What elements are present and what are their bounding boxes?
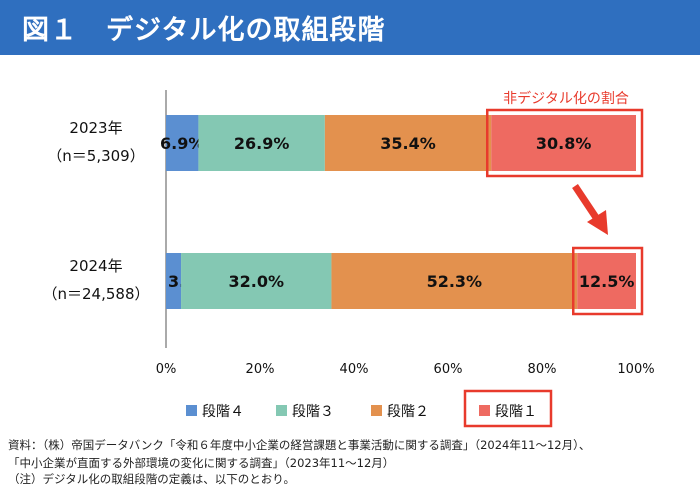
source-line-1: 資料：（株）帝国データバンク「令和６年度中小企業の経営課題と事業活動に関する調査… [8, 438, 591, 452]
bar-value-label: 12.5% [579, 272, 635, 291]
legend-label: 段階２ [387, 404, 429, 420]
bar-segment [577, 253, 636, 309]
bar-segment [198, 115, 325, 171]
bar-segment [166, 115, 199, 171]
bar-segment [324, 115, 492, 171]
source-line-2: 「中小企業が直面する外部環境の変化に関する調査」（2023年11～12月） [8, 456, 395, 470]
bar-segment [331, 253, 578, 309]
category-sample-size: （n＝24,588） [43, 285, 150, 303]
bar-segment [166, 253, 182, 309]
legend-swatch [479, 405, 490, 416]
legend-swatch [276, 405, 287, 416]
bar-segment [181, 253, 332, 309]
bar-value-label: 35.4% [380, 134, 436, 153]
bar-value-label: 6.9% [160, 134, 204, 153]
source-line-3: （注）デジタル化の取組段階の定義は、以下のとおり。 [8, 472, 296, 486]
bar-value-label: 52.3% [427, 272, 483, 291]
x-tick-label: 60% [434, 362, 463, 377]
legend-swatch [371, 405, 382, 416]
bar-segment [491, 115, 636, 171]
x-tick-label: 80% [528, 362, 557, 377]
category-sample-size: （n＝5,309） [47, 147, 144, 165]
arrow-head [587, 210, 608, 235]
x-tick-label: 0% [156, 362, 177, 377]
bar-value-label: 32.0% [228, 272, 284, 291]
legend-highlight-box [463, 389, 553, 428]
legend-label: 段階４ [202, 404, 244, 420]
stacked-bar-chart: 6.9%26.9%35.4%30.8%2023年（n＝5,309）3.2%32.… [43, 90, 655, 428]
legend-label: 段階１ [495, 404, 537, 420]
highlight-box [572, 246, 644, 316]
arrow-shaft [572, 184, 600, 221]
bar-value-label: 26.9% [234, 134, 290, 153]
x-tick-label: 40% [340, 362, 369, 377]
category-label: 2024年 [69, 257, 122, 275]
legend-label: 段階３ [292, 404, 334, 420]
legend-swatch [186, 405, 197, 416]
category-label: 2023年 [69, 119, 122, 137]
x-tick-label: 100% [617, 362, 654, 377]
annotation-label: 非デジタル化の割合 [503, 90, 629, 107]
highlight-box [485, 108, 644, 178]
x-tick-label: 20% [246, 362, 275, 377]
bar-value-label: 30.8% [536, 134, 592, 153]
figure-header: 図１ デジタル化の取組段階 [0, 0, 700, 55]
figure-title: 図１ デジタル化の取組段階 [22, 15, 386, 46]
